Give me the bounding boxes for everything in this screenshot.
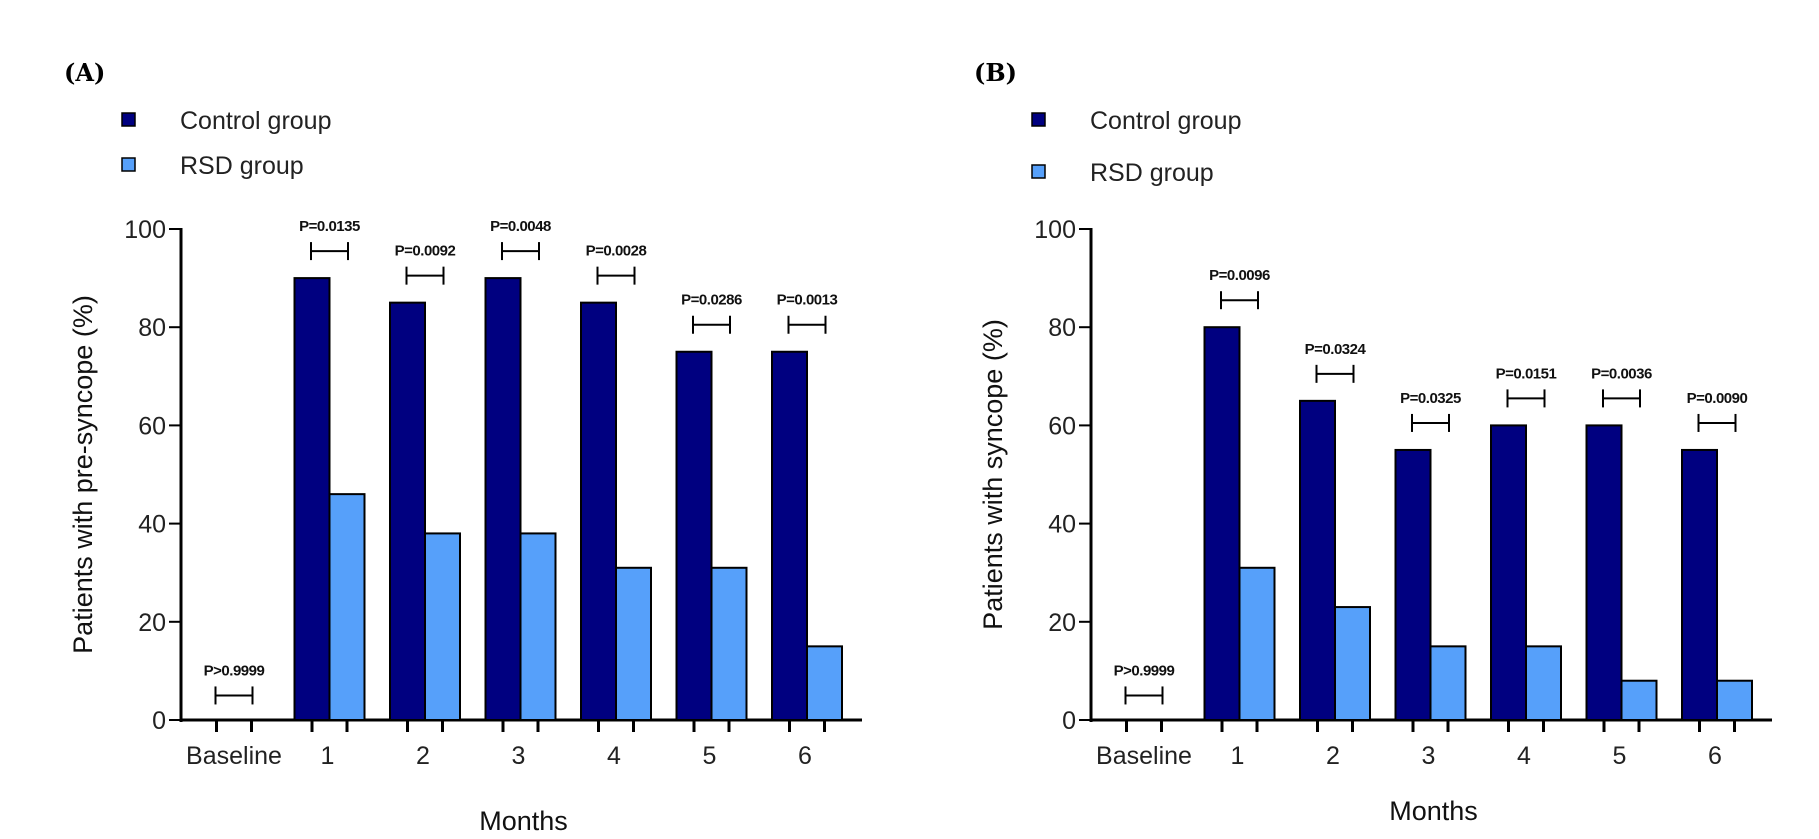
x-tick-label: 1: [321, 742, 335, 770]
y-tick-label: 60: [138, 412, 166, 440]
bar-control: [389, 301, 426, 721]
x-axis-title: Months: [1389, 796, 1478, 826]
y-tick-label: 0: [152, 707, 166, 735]
y-tick-label: 60: [1048, 412, 1076, 440]
x-tick-label: 5: [703, 742, 717, 770]
bar-rsd: [424, 532, 461, 721]
y-tick-label: 20: [138, 609, 166, 637]
y-tick-label: 80: [138, 314, 166, 342]
p-value-label: P=0.0036: [1591, 365, 1652, 382]
bar-rsd: [1429, 645, 1467, 721]
bar-control: [484, 277, 522, 721]
bar-control: [293, 277, 331, 721]
p-value-label: P>0.9999: [204, 662, 265, 679]
bar-rsd: [1716, 679, 1753, 721]
p-value-label: P=0.0090: [1687, 390, 1748, 407]
y-axis-title: Patients with pre-syncope (%): [68, 295, 98, 654]
p-value-label: P>0.9999: [1114, 662, 1175, 679]
p-value-label: P=0.0048: [490, 218, 551, 235]
x-axis-title: Months: [479, 806, 568, 836]
bar-rsd: [519, 532, 557, 721]
chart-a: (A) Control group RSD group 0 20 40 60 80 100 Pat…: [64, 58, 862, 836]
x-tick-label: 3: [512, 742, 526, 770]
legend-label: Control group: [1090, 107, 1241, 135]
bar-rsd: [1620, 679, 1658, 721]
y-tick-label: 100: [1034, 216, 1076, 244]
bar-control: [771, 350, 808, 721]
p-value-label: P=0.0286: [681, 292, 742, 309]
x-tick-label: 6: [798, 742, 812, 770]
bar-rsd: [1334, 606, 1371, 722]
legend-label: RSD group: [1090, 159, 1214, 187]
y-tick-label: 40: [1048, 511, 1076, 539]
y-tick-label: 100: [124, 216, 166, 244]
panel-label: (B): [974, 58, 1017, 87]
x-tick-label: Baseline: [186, 742, 282, 770]
p-value-label: P=0.0028: [586, 243, 647, 260]
bar-rsd: [615, 566, 652, 721]
y-tick-label: 40: [138, 511, 166, 539]
x-tick-label: 6: [1708, 742, 1722, 770]
x-tick-label: 5: [1613, 742, 1627, 770]
bar-rsd: [1525, 645, 1562, 721]
bar-control: [1203, 326, 1241, 721]
y-tick-label: 20: [1048, 609, 1076, 637]
x-tick-label: 4: [607, 742, 621, 770]
x-tick-label: 1: [1231, 742, 1245, 770]
p-value-label: P=0.0092: [395, 243, 456, 260]
bar-control: [1394, 448, 1432, 721]
bar-control: [1681, 448, 1718, 721]
bar-control: [1490, 424, 1527, 721]
y-tick-label: 80: [1048, 314, 1076, 342]
bar-rsd: [710, 566, 748, 721]
x-tick-label: 3: [1422, 742, 1436, 770]
bar-rsd: [328, 493, 366, 722]
bar-control: [1585, 424, 1623, 721]
p-value-label: P=0.0013: [777, 292, 838, 309]
p-value-label: P=0.0324: [1305, 341, 1367, 358]
panel-label: (A): [64, 58, 105, 87]
y-tick-label: 0: [1062, 707, 1076, 735]
p-value-label: P=0.0096: [1209, 267, 1270, 284]
legend-label: RSD group: [180, 152, 304, 180]
bar-control: [1299, 399, 1336, 721]
legend-swatch: [1031, 112, 1046, 127]
x-tick-label: 2: [416, 742, 430, 770]
x-tick-label: 4: [1517, 742, 1531, 770]
p-value-label: P=0.0135: [299, 218, 360, 235]
legend-swatch: [121, 157, 136, 172]
legend-swatch: [121, 112, 136, 127]
bar-rsd: [806, 645, 843, 721]
chart-b: (B) Control group RSD group 0 20 40 60 80 100 Pat…: [974, 58, 1772, 826]
bar-rsd: [1238, 566, 1276, 721]
bar-control: [580, 301, 617, 721]
x-tick-label: 2: [1326, 742, 1340, 770]
legend-swatch: [1031, 164, 1046, 179]
p-value-label: P=0.0325: [1400, 390, 1461, 407]
y-axis-title: Patients with syncope (%): [978, 319, 1008, 630]
p-value-label: P=0.0151: [1496, 365, 1557, 382]
x-tick-label: Baseline: [1096, 742, 1192, 770]
legend-label: Control group: [180, 107, 331, 135]
bar-control: [675, 350, 713, 721]
